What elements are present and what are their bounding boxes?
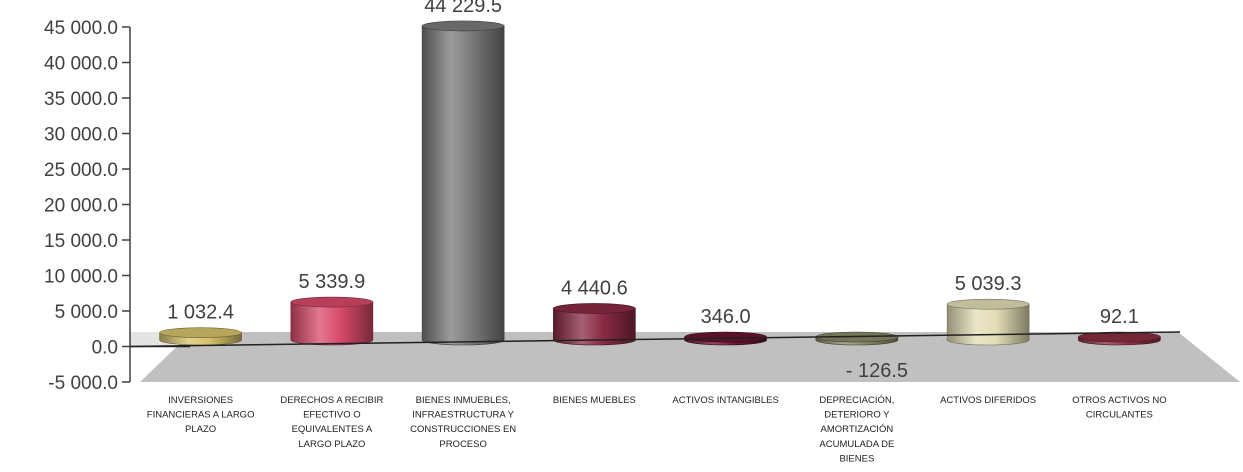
category-labels: INVERSIONES FINANCIERAS A LARGO PLAZO DEREC… — [147, 395, 1167, 464]
x-category-label: ACTIVOS INTANGIBLES — [672, 395, 778, 406]
x-category-label: BIENES MUEBLES — [553, 395, 636, 406]
data-label: 5 339.9 — [299, 271, 366, 293]
zero-baseline — [129, 331, 1181, 348]
bar-body — [946, 303, 1030, 346]
bar-top — [159, 327, 242, 338]
y-tick-label: 25 000.0 — [44, 160, 118, 181]
zero-line — [129, 331, 1181, 348]
bar — [815, 331, 899, 346]
bar-top — [684, 331, 767, 343]
y-tick-label: 45 000.0 — [44, 18, 118, 39]
x-category-label: BIENES INMUEBLES, INFRAESTRUCTURA Y CONSTR… — [410, 395, 516, 450]
bar — [159, 327, 242, 346]
y-tick-label: 20 000.0 — [44, 196, 118, 217]
x-category-label: ACTIVOS DIFERIDOS — [940, 395, 1036, 406]
bar — [553, 303, 636, 346]
y-tick-label: 5 000.0 — [55, 302, 118, 323]
y-tick-label: 35 000.0 — [44, 89, 118, 110]
y-tick-label: 40 000.0 — [44, 54, 118, 75]
bar-top — [946, 298, 1030, 310]
data-label: 1 032.4 — [167, 302, 234, 324]
bar-body — [290, 301, 374, 346]
y-tick-label: 0.0 — [92, 338, 118, 359]
data-label: 44 229.5 — [424, 0, 502, 17]
bar-body — [421, 25, 505, 346]
y-tick-label: 30 000.0 — [44, 125, 118, 146]
floor-plane — [140, 332, 1240, 382]
bar — [1078, 331, 1161, 346]
bar-top — [290, 296, 374, 308]
data-label: 5 039.3 — [955, 273, 1022, 295]
data-label: 92.1 — [1100, 306, 1139, 328]
bar-top — [1078, 331, 1161, 343]
bar-top — [421, 20, 505, 32]
data-label: 346.0 — [701, 306, 751, 328]
x-category-label: DEPRECIACIÓN, DETERIORO Y AMORTIZACIÓN ACUM… — [819, 395, 894, 464]
data-labels: 1 032.4 5 339.9 44 229.5 4 440.6 346.0 - 126.… — [167, 0, 1139, 382]
x-category-label: DERECHOS A RECIBIR EFECTIVO O EQUIVALENTES… — [280, 395, 383, 450]
x-category-label: OTROS ACTIVOS NO CIRCULANTES — [1072, 395, 1167, 421]
y-tick-label: 10 000.0 — [44, 267, 118, 288]
data-label: 4 440.6 — [561, 277, 628, 299]
bar-body — [553, 308, 636, 346]
y-axis-ticks: 45 000.0 40 000.0 35 000.0 30 000.0 25 000.0… — [44, 18, 130, 394]
bar-top — [553, 303, 636, 314]
x-category-label: INVERSIONES FINANCIERAS A LARGO PLAZO — [147, 395, 255, 435]
bar — [421, 20, 505, 346]
y-tick-label: -5 000.0 — [48, 373, 118, 394]
data-label: - 126.5 — [846, 360, 908, 382]
y-tick-label: 15 000.0 — [44, 231, 118, 252]
bar — [290, 296, 374, 346]
bar — [946, 298, 1030, 346]
bar-series — [159, 20, 1161, 346]
